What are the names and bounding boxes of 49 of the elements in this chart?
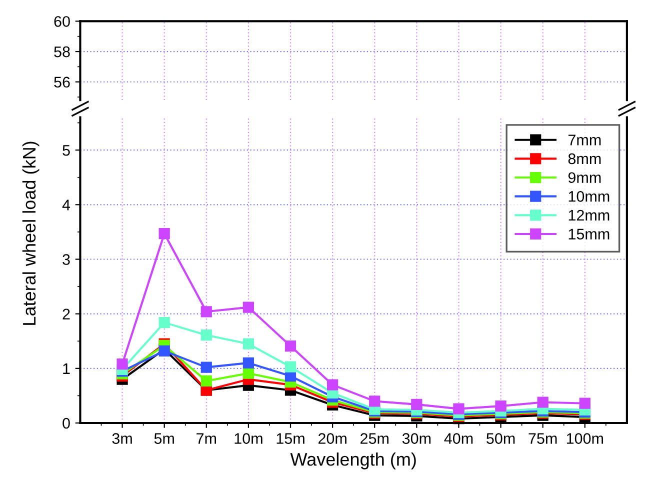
x-tick-label: 100m [566,433,603,444]
x-tick-label: 7m [196,433,216,444]
y-axis-title: Lateral wheel load (kN) [22,142,40,325]
legend-label: 10mm [568,191,610,202]
y-tick-label: 1 [63,363,70,374]
point [242,357,254,369]
y-tick-label: 5 [62,145,70,156]
y-tick-label: 2 [62,308,70,320]
point [116,358,128,370]
point [411,398,422,410]
x-tick-label: 3m [112,433,132,444]
x-tick-label: 15m [276,433,304,444]
x-tick-label: 20m [318,433,346,444]
point [495,400,506,412]
point [284,340,296,352]
text: 56 [54,76,70,88]
x-tick-label: 40m [444,433,473,444]
y-tick-label: 3 [62,254,70,265]
x-tick-label: 10m [234,433,262,444]
legend-label: 9mm [568,172,601,184]
x-tick-label: 5m [154,433,174,444]
text: 60 [54,16,70,27]
point [158,228,170,240]
point [284,361,296,372]
x-tick-label: 25m [360,433,388,444]
point [327,379,338,390]
legend-label: 15mm [568,228,610,240]
point [579,398,590,409]
point [242,302,254,313]
x-axis-title: Wavelength (m) [290,452,416,470]
point [200,375,212,387]
text: 58 [54,46,70,58]
point [242,338,254,350]
point [200,306,212,318]
point [242,368,254,379]
x-tick-label: 50m [486,433,515,444]
y-tick-label: 0 [62,418,70,429]
legend-label: 8mm [568,153,601,164]
point [453,403,464,414]
legend-label: 12mm [568,210,610,221]
point [158,317,170,328]
y-tick-label: 4 [62,200,70,210]
x-tick-label: 75m [528,433,557,444]
point [200,330,212,341]
point [200,362,212,373]
legend-label: 7mm [568,134,601,146]
point [537,396,548,408]
x-tick-label: 30m [402,433,431,444]
point [369,396,380,407]
